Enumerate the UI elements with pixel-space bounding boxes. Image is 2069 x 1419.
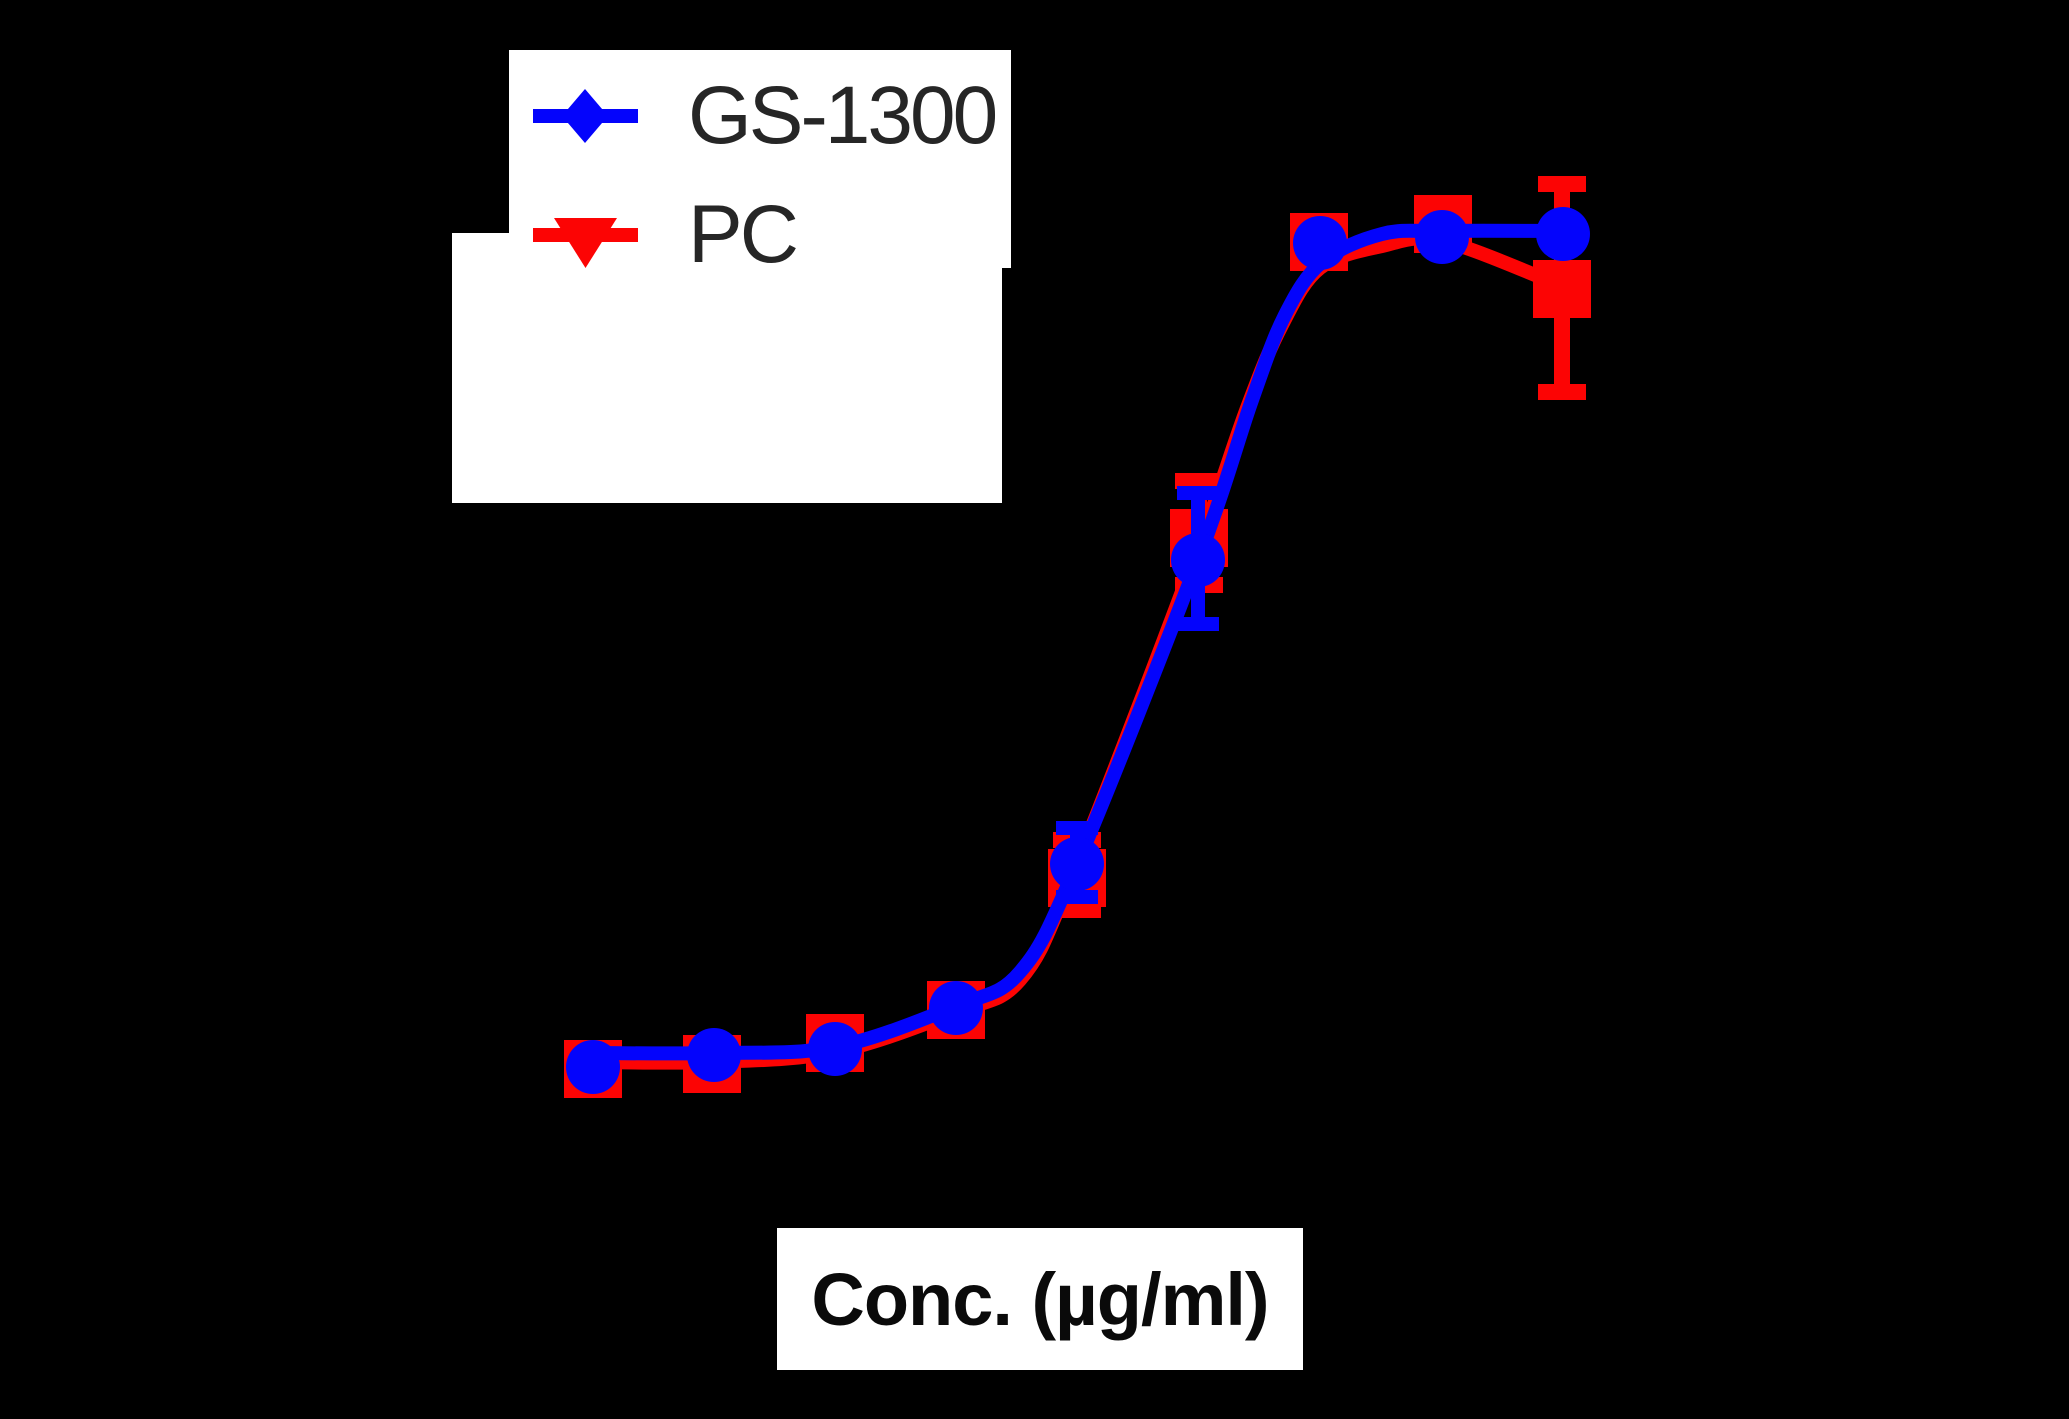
gs1300-data-point-marker [1415,210,1469,264]
legend: GS-1300 PC [509,50,1011,276]
gs1300-data-point-marker [1293,216,1347,270]
gs1300-diamond-legend-marker-icon [533,89,638,143]
legend-label-gs1300: GS-1300 [688,70,998,161]
legend-item-pc: PC [533,194,799,276]
gs1300-data-point-marker [808,1022,862,1076]
legend-label-pc: PC [688,189,799,280]
gs1300-data-point-marker [1171,533,1225,587]
legend-item-gs1300: GS-1300 [533,75,998,157]
x-axis-label-box: Conc. (µg/ml) [777,1228,1303,1370]
gs1300-data-point-marker [1536,207,1590,261]
pc-triangle-down-legend-marker-icon [533,218,638,268]
legend-background-extension [452,233,1002,503]
pc-data-point-marker [1533,260,1591,318]
gs1300-data-point-marker [566,1040,620,1094]
x-axis-label: Conc. (µg/ml) [811,1257,1269,1341]
gs1300-data-point-marker [1050,837,1104,891]
gs1300-data-point-marker [929,981,983,1035]
gs1300-data-point-marker [687,1028,741,1082]
